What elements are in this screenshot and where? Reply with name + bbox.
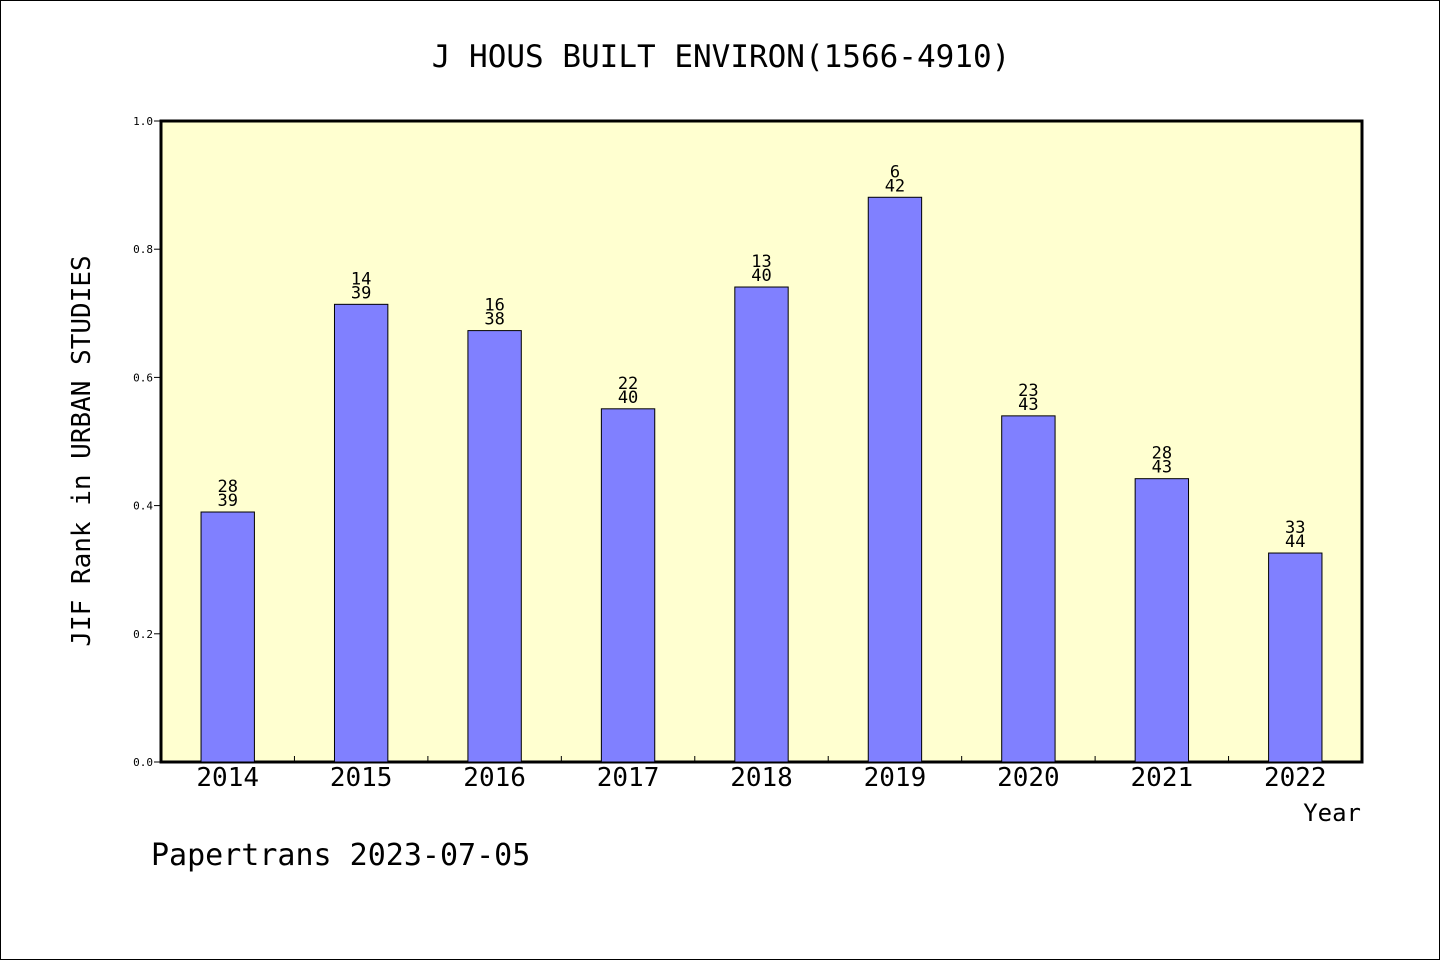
x-tick-label: 2018 bbox=[730, 763, 793, 793]
bar-2014 bbox=[200, 511, 255, 763]
x-tick-label: 2019 bbox=[864, 763, 927, 793]
bar-total-label: 43 bbox=[1018, 395, 1038, 415]
bar-total-label: 42 bbox=[885, 176, 905, 196]
bar-rank-label: 13 bbox=[751, 252, 771, 272]
bar-total-label: 40 bbox=[618, 388, 638, 408]
bar-rank-label: 16 bbox=[484, 296, 504, 316]
bar-2017 bbox=[600, 408, 656, 763]
x-tick-label: 2014 bbox=[196, 763, 259, 793]
x-tick-label: 2021 bbox=[1131, 763, 1194, 793]
bar-rank-label: 14 bbox=[351, 269, 371, 289]
chart-title: J HOUS BUILT ENVIRON(1566-4910) bbox=[432, 39, 1011, 75]
footer-text: Papertrans 2023-07-05 bbox=[151, 838, 530, 873]
x-tick-label: 2020 bbox=[997, 763, 1060, 793]
bar-total-label: 39 bbox=[351, 283, 371, 303]
x-tick-label: 2016 bbox=[463, 763, 526, 793]
bar-2016 bbox=[467, 330, 522, 763]
x-tick-label: 2015 bbox=[330, 763, 393, 793]
bar-rank-label: 23 bbox=[1018, 381, 1038, 401]
bar-rank-label: 22 bbox=[618, 374, 638, 394]
bar-total-label: 38 bbox=[484, 310, 504, 330]
x-tick-label: 2017 bbox=[597, 763, 660, 793]
bar-rank-label: 6 bbox=[890, 162, 900, 182]
y-tick-label: 0.2 bbox=[133, 628, 153, 641]
y-axis: 0.0 0.2 0.4 0.6 0.8 1.0 bbox=[133, 115, 161, 769]
bar-total-label: 40 bbox=[751, 266, 771, 286]
bar-2015 bbox=[333, 303, 389, 763]
y-tick-label: 1.0 bbox=[133, 115, 153, 128]
bar-2021 bbox=[1134, 478, 1190, 763]
y-axis-label: JIF Rank in URBAN STUDIES bbox=[67, 255, 97, 646]
bar-2019 bbox=[867, 196, 923, 763]
x-axis: 2014 2015 2016 2017 2018 2019 2020 2021 2022 bbox=[196, 756, 1327, 793]
x-axis-label: Year bbox=[1303, 799, 1361, 827]
x-tick-label: 2022 bbox=[1264, 763, 1327, 793]
bar-rank-label: 28 bbox=[217, 477, 237, 497]
bar-2020 bbox=[1001, 415, 1056, 763]
y-tick-label: 0.0 bbox=[133, 756, 153, 769]
y-tick-label: 0.8 bbox=[133, 243, 153, 256]
bar-rank-label: 28 bbox=[1152, 444, 1172, 464]
y-tick-label: 0.4 bbox=[133, 500, 153, 513]
bar-2018 bbox=[734, 286, 789, 763]
bar-total-label: 39 bbox=[217, 491, 237, 511]
bar-rank-label: 33 bbox=[1285, 518, 1305, 538]
bar-total-label: 43 bbox=[1152, 458, 1172, 478]
bar-2022 bbox=[1268, 552, 1323, 763]
y-tick-label: 0.6 bbox=[133, 371, 153, 384]
bar-total-label: 44 bbox=[1285, 532, 1305, 552]
